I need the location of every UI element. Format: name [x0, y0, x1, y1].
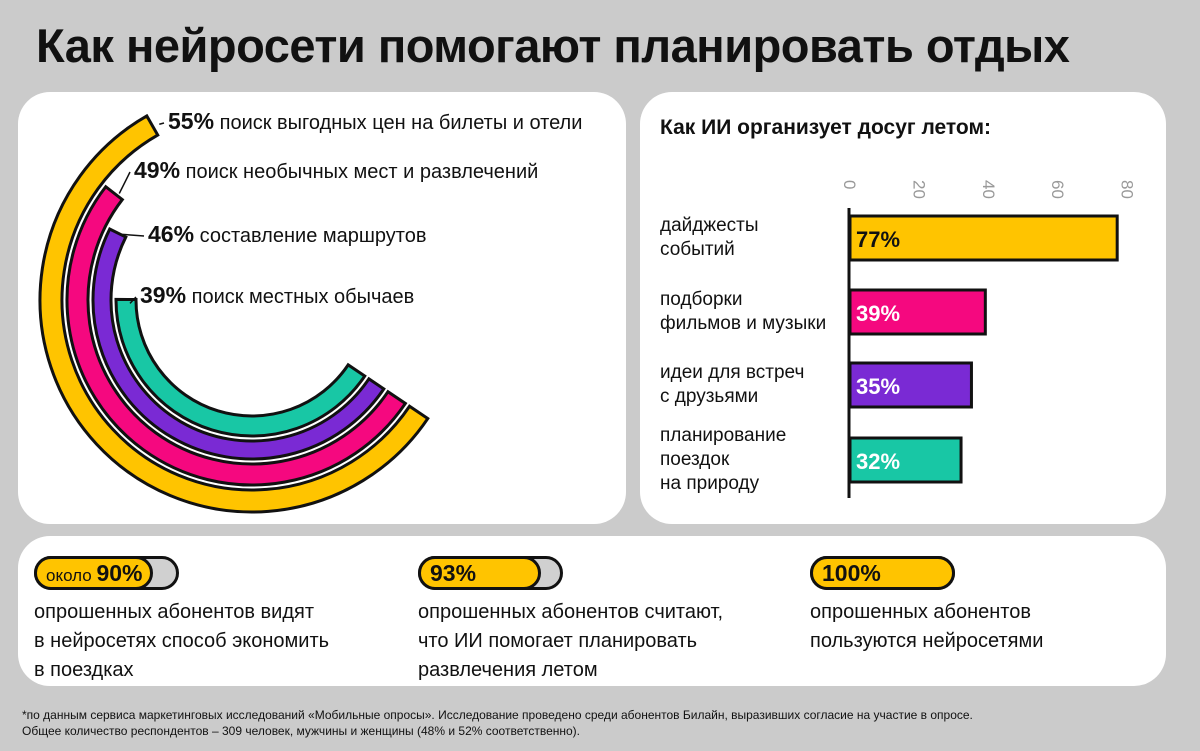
radial-value: 46% — [148, 221, 195, 247]
bar-value-label: 77% — [856, 227, 900, 252]
radial-label: 39% поиск местных обычаев — [140, 283, 414, 309]
radial-label: 46% составление маршрутов — [148, 222, 427, 248]
leader-line — [118, 171, 131, 194]
stat-text-line: опрошенных абонентов — [810, 601, 1031, 623]
stats-card — [18, 536, 1166, 686]
bar — [848, 361, 973, 409]
stat-value: 100% — [822, 560, 881, 586]
bar-chart-title: Как ИИ организует досуг летом: — [660, 116, 992, 139]
footnote: *по данным сервиса маркетинговых исследо… — [22, 707, 973, 739]
radial-bar — [91, 227, 386, 461]
leader-line — [129, 296, 137, 304]
leader-line — [159, 122, 165, 126]
stat-block: около 90% опрошенных абонентов видят в ней… — [34, 556, 329, 685]
bar-value-label: 32% — [856, 449, 900, 474]
stat-value: 90% — [96, 560, 143, 586]
x-tick-label: 0 — [840, 180, 859, 189]
stat-text-line: что ИИ помогает планировать — [418, 630, 698, 652]
x-tick-label: 40 — [979, 180, 998, 199]
page-title: Как нейросети помогают планировать отдых — [36, 19, 1070, 72]
radial-value: 49% — [134, 157, 181, 183]
stat-block: 100% опрошенных абонентов пользуются нейро… — [810, 556, 1043, 656]
bar — [848, 436, 963, 484]
category-line: событий — [660, 239, 735, 260]
stat-value: 93% — [430, 560, 477, 586]
stat-text-line: в нейросетях способ экономить — [34, 630, 330, 652]
category-line: планирование — [660, 425, 787, 446]
category-line: на природу — [660, 473, 760, 494]
radial-text: поиск местных обычаев — [191, 286, 415, 308]
x-tick-label: 60 — [1048, 180, 1067, 199]
stat-text-line: развлечения летом — [418, 659, 598, 681]
stat-text-line: в поездках — [34, 659, 134, 681]
footnote-line: Общее количество респондентов – 309 чело… — [22, 724, 580, 738]
stat-text-line: опрошенных абонентов считают, — [418, 601, 724, 623]
bar — [848, 288, 987, 336]
category-label: дайджесты событий — [660, 214, 759, 262]
radial-bar — [38, 113, 430, 514]
x-tick-label: 20 — [909, 180, 928, 199]
category-line: фильмов и музыки — [660, 313, 827, 334]
radial-bar — [65, 184, 408, 487]
radial-value: 55% — [168, 108, 215, 134]
stat-text-line: пользуются нейросетями — [810, 630, 1044, 652]
category-line: поездок — [660, 449, 730, 470]
progress-pill: около 90% — [34, 556, 179, 590]
bar — [848, 214, 1119, 262]
x-tick-label: 80 — [1118, 180, 1137, 199]
radial-text: поиск необычных мест и развлечений — [185, 161, 539, 183]
progress-pill: 93% — [418, 556, 563, 590]
radial-label: 55% поиск выгодных цен на билеты и отели — [168, 109, 582, 135]
category-label: идеи для встреч с друзьями — [660, 361, 804, 409]
category-label: подборки фильмов и музыки — [660, 288, 826, 336]
footnote-line: *по данным сервиса маркетинговых исследо… — [22, 708, 973, 722]
category-line: с друзьями — [660, 386, 759, 407]
bar-value-label: 35% — [856, 374, 900, 399]
radial-text: составление маршрутов — [199, 225, 427, 247]
radial-bar — [114, 297, 367, 438]
category-line: дайджесты — [660, 215, 759, 236]
radial-value: 39% — [140, 282, 187, 308]
category-line: идеи для встреч — [660, 362, 805, 383]
stat-text-line: опрошенных абонентов видят — [34, 601, 314, 623]
leader-line — [122, 233, 145, 237]
radial-label: 49% поиск необычных мест и развлечений — [134, 158, 538, 184]
category-label: планирование поездок на природу — [660, 424, 786, 496]
stat-prefix: около — [46, 566, 97, 585]
stat-block: 93% опрошенных абонентов считают, что ИИ п… — [418, 556, 723, 685]
category-line: подборки — [660, 289, 743, 310]
bar-value-label: 39% — [856, 301, 900, 326]
radial-text: поиск выгодных цен на билеты и отели — [219, 112, 583, 134]
progress-pill: 100% — [810, 556, 955, 590]
